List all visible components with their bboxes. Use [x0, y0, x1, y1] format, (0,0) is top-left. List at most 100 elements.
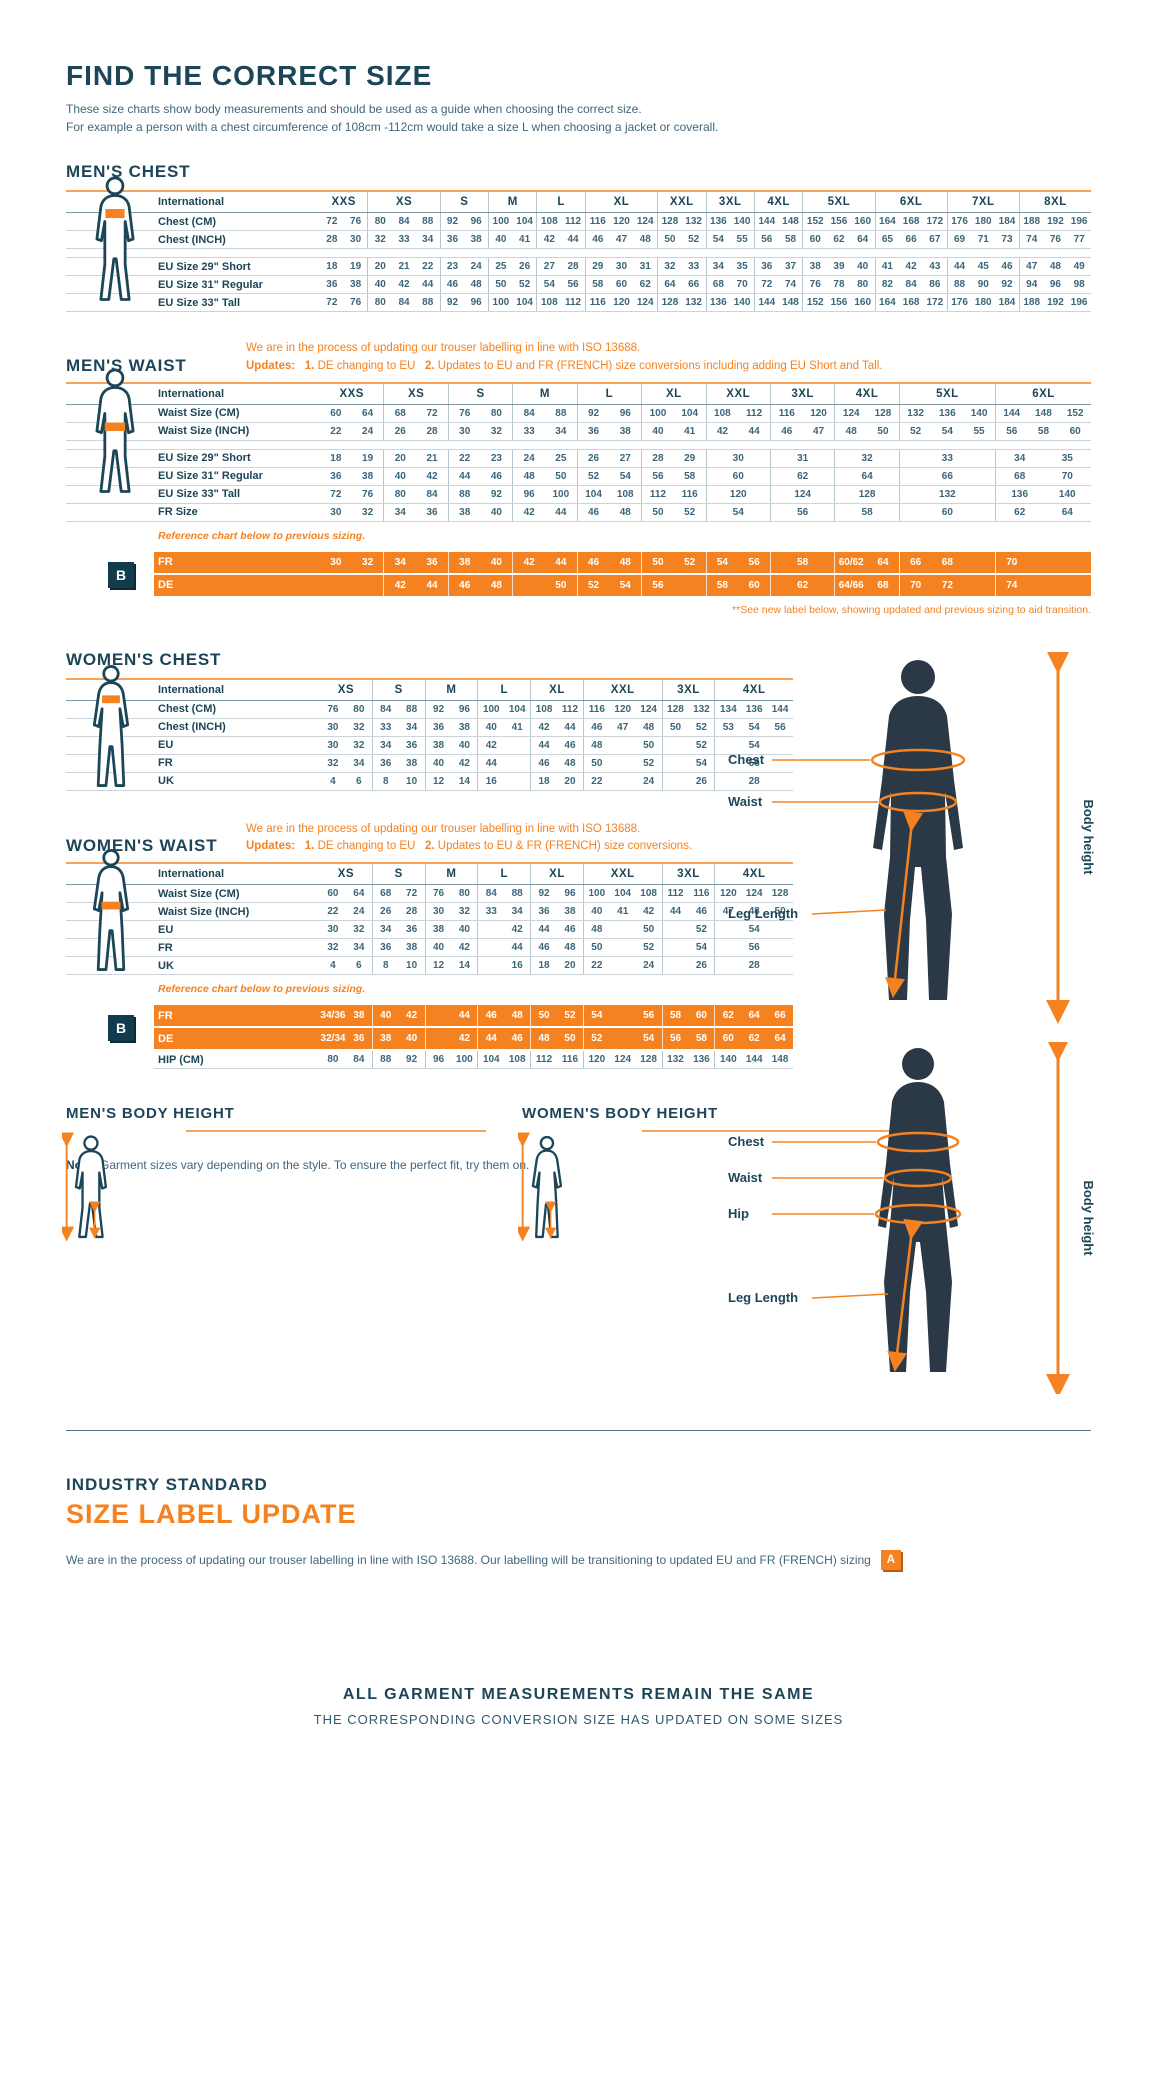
size-value: 44: [422, 279, 434, 290]
page-title: FIND THE CORRECT SIZE: [66, 60, 433, 91]
size-group: L: [478, 679, 532, 700]
size-value: 42: [511, 924, 523, 936]
size-value: 22: [591, 775, 603, 787]
size-value: 50: [495, 279, 507, 290]
size-value: 52: [684, 556, 696, 568]
size-group: 58 60: [663, 1005, 716, 1027]
w-label-leg-length: Leg Length: [728, 1290, 798, 1305]
size-value: 132: [685, 297, 702, 308]
size-value: 65: [881, 234, 893, 245]
size-value: 80: [374, 297, 386, 308]
size-value: 152: [806, 297, 824, 308]
size-name: XL: [613, 196, 630, 208]
size-value: 78: [833, 279, 845, 290]
size-group: 18 20: [531, 772, 584, 790]
size-value: 36: [761, 261, 773, 272]
size-group: 108 112: [537, 294, 586, 311]
size-value: 40: [432, 757, 445, 769]
size-value: 52: [643, 757, 655, 769]
size-group: 176 180 184: [948, 294, 1020, 311]
mens-waist-header: MEN'S WAIST We are in the process of upd…: [66, 340, 1091, 376]
female-chest-figure-icon: [92, 664, 130, 787]
size-value: 18: [538, 960, 550, 972]
size-group: 32 33 34: [368, 231, 441, 248]
size-value: 48: [564, 757, 576, 769]
size-value: 54: [748, 739, 760, 751]
row-label: FR: [158, 556, 173, 569]
row-label: EU Size 33" Tall: [158, 296, 241, 309]
size-value: 148: [771, 1054, 789, 1066]
size-value: 104: [516, 216, 533, 227]
size-value: 10: [406, 960, 418, 972]
size-value: 88: [459, 488, 471, 500]
size-value: 24: [470, 261, 482, 272]
size-group: 34 36: [373, 921, 426, 939]
transition-note: **See new label below, showing updated a…: [732, 603, 1091, 616]
size-value: 164: [879, 297, 896, 308]
size-group: 31: [771, 449, 836, 467]
update1-text: DE changing to EU: [317, 359, 416, 372]
size-group: 188 192 196: [1020, 294, 1091, 311]
size-value: 80: [458, 888, 470, 900]
size-value: 92: [446, 216, 459, 227]
size-value: 172: [926, 216, 944, 227]
size-value: 38: [380, 1033, 392, 1045]
size-group: 144 148: [755, 213, 804, 230]
size-value: 40: [490, 506, 502, 518]
size-value: 38: [564, 906, 576, 918]
size-value: 26: [394, 425, 406, 437]
size-name: 4XL: [742, 683, 766, 696]
size-value: 108: [714, 407, 731, 419]
size-group: 64/66 68: [835, 574, 900, 596]
size-value: 8: [382, 960, 389, 972]
size-group: 16: [478, 772, 532, 790]
badge-b: B: [108, 561, 134, 588]
size-value: 46: [459, 579, 471, 591]
size-value: 144: [758, 297, 776, 308]
size-value: 4: [330, 960, 336, 972]
size-value: 124: [794, 488, 811, 500]
size-value: 100: [588, 888, 606, 900]
size-value: 116: [589, 216, 606, 227]
womens-waist-previous-sizing-table: B FR 34/36 38 40 42 44 46 48 50 52 54 56 58 60 62 64 66 D…: [108, 1005, 793, 1052]
size-value: 27: [543, 261, 555, 272]
header-label: International: [158, 683, 225, 696]
size-group: 52 54: [578, 574, 643, 596]
size-value: 46: [781, 425, 793, 437]
size-value: 34: [1014, 452, 1026, 464]
size-value: 104: [516, 297, 533, 308]
size-value: 88: [555, 407, 567, 419]
size-value: 148: [782, 297, 799, 308]
w-label-chest: Chest: [728, 1134, 765, 1149]
size-name: 3XL: [718, 196, 742, 208]
size-group: 64: [835, 467, 900, 485]
size-value: 50: [555, 579, 567, 591]
size-value: 31: [639, 261, 651, 272]
size-group: 50 52: [642, 551, 707, 573]
label-body-height: Body height: [1081, 799, 1096, 875]
size-name: 3XL: [791, 387, 814, 400]
size-group: 28 29: [642, 449, 707, 467]
row-label: EU Size 33" Tall: [158, 488, 241, 501]
table-row: FR Size 30 32 34 36 38 40 42 44 46 48 50 52 54 56 58 60 6…: [66, 503, 1091, 522]
size-group: 36 38: [441, 231, 490, 248]
size-value: 100: [552, 488, 570, 500]
size-group: 50 52: [531, 1005, 584, 1027]
size-value: 120: [613, 216, 630, 227]
table-row: FR 34/36 38 40 42 44 46 48 50 52 54 56 58 60 62 64 66: [154, 1005, 793, 1029]
size-group: 54 56: [584, 1005, 663, 1027]
size-value: 120: [729, 488, 747, 500]
size-value: 56: [761, 234, 773, 245]
size-group: 30: [707, 449, 771, 467]
size-value: 45: [977, 261, 989, 272]
size-name: M: [507, 196, 518, 208]
size-group: 100 104: [489, 213, 538, 230]
size-group: 22 24: [584, 772, 663, 790]
size-value: 144: [771, 703, 789, 715]
size-value: 32: [458, 906, 470, 918]
size-value: 48: [511, 1010, 523, 1022]
size-group: 60: [900, 503, 996, 521]
size-group: 96 100: [513, 485, 578, 503]
size-group: 33 34: [373, 718, 426, 736]
